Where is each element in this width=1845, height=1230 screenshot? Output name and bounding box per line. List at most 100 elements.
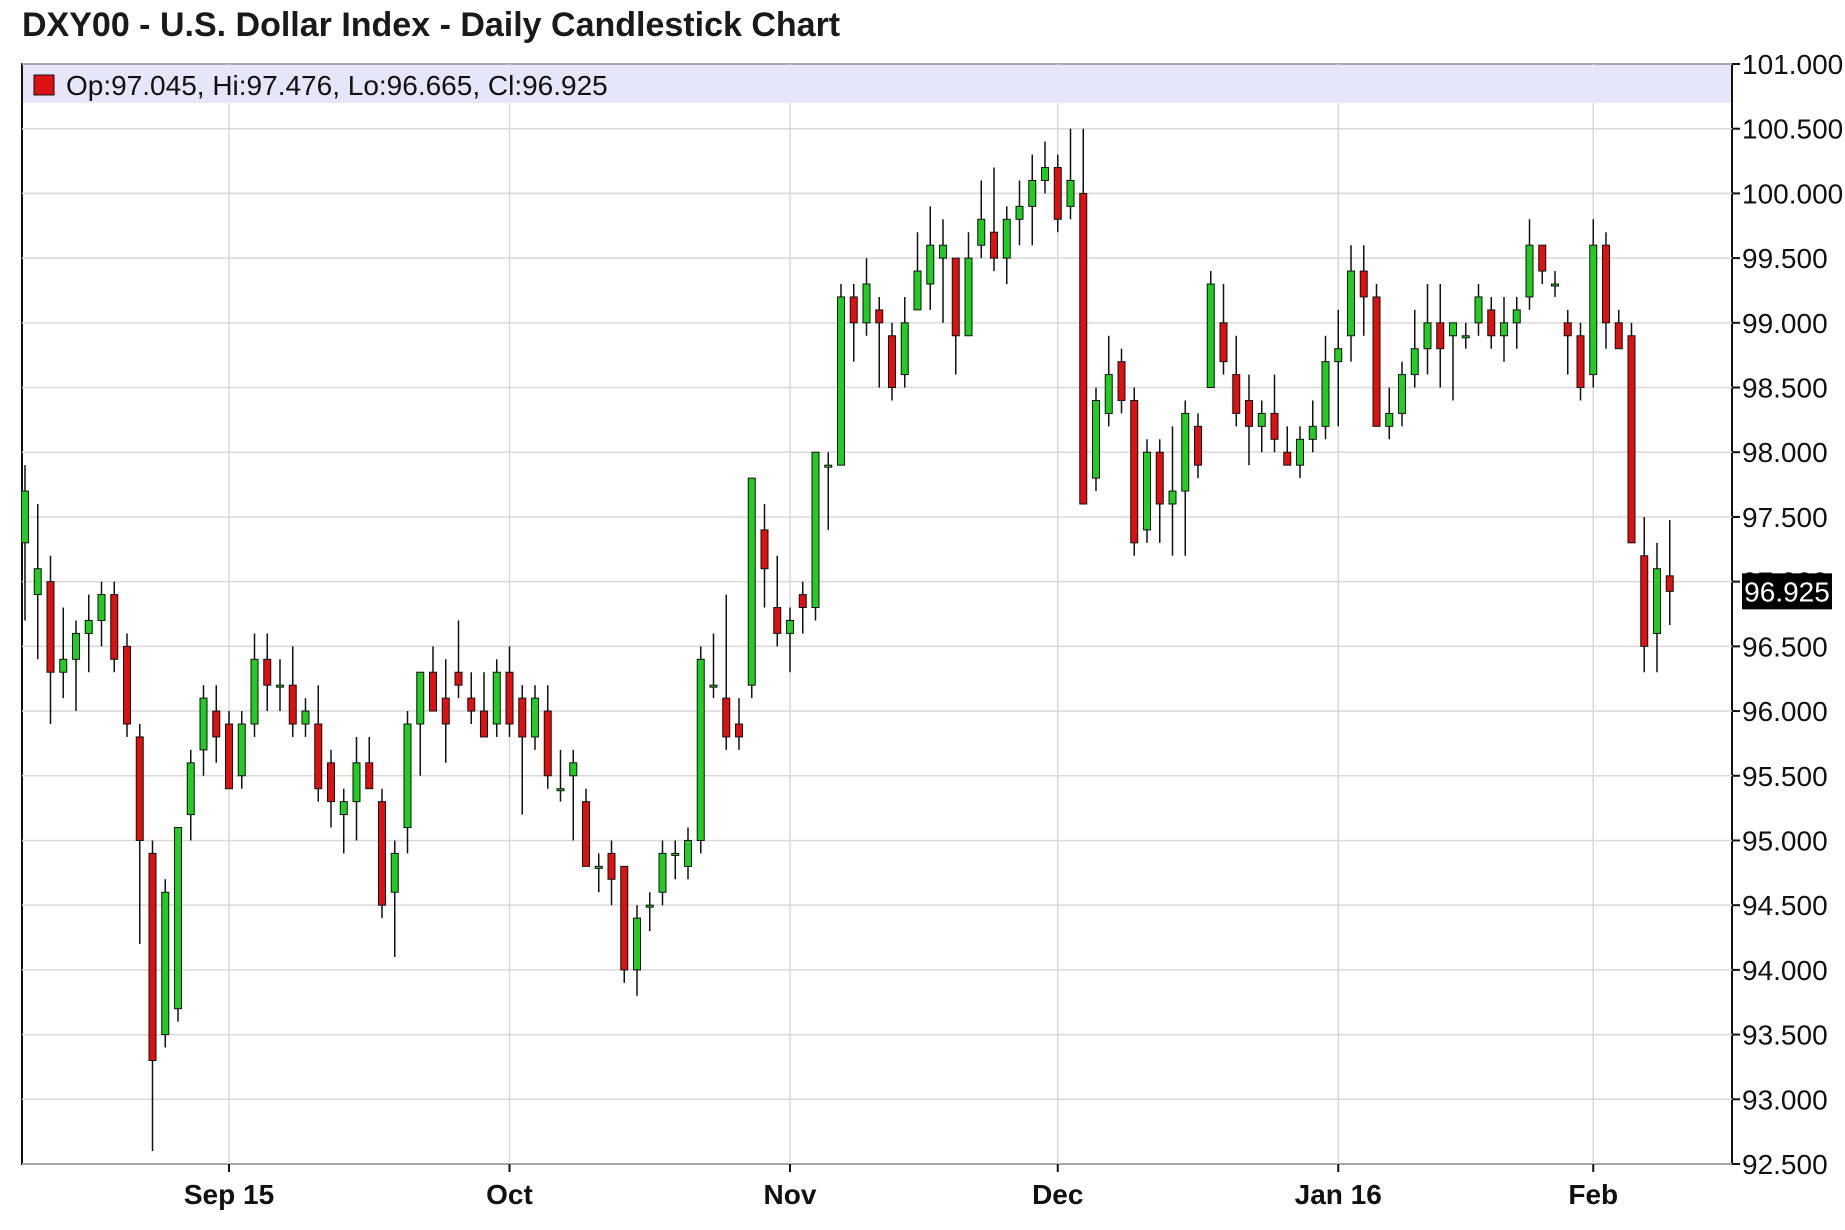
candle bbox=[977, 180, 986, 259]
candle bbox=[1257, 400, 1266, 453]
candle-body bbox=[1500, 322, 1508, 337]
candle-body bbox=[518, 697, 527, 738]
candle bbox=[1232, 335, 1241, 427]
candle bbox=[658, 840, 667, 906]
candle-body bbox=[378, 801, 386, 906]
last-price-label: 96.925 bbox=[1744, 576, 1830, 607]
candle-body bbox=[467, 697, 476, 712]
candle bbox=[21, 465, 29, 621]
ohlc-readout: Op:97.045, Hi:97.476, Lo:96.665, Cl:96.9… bbox=[66, 70, 608, 101]
candle bbox=[1474, 284, 1483, 336]
candle-body bbox=[862, 283, 871, 324]
candle bbox=[1551, 271, 1559, 297]
candle-body bbox=[964, 257, 973, 337]
candle-body bbox=[1334, 348, 1343, 363]
candle bbox=[1665, 520, 1674, 625]
candle-body bbox=[161, 891, 170, 1036]
candle-body bbox=[1194, 425, 1202, 466]
candle bbox=[1512, 296, 1521, 349]
candle bbox=[467, 672, 476, 724]
y-tick-label: 99.500 bbox=[1742, 243, 1828, 274]
candle-body bbox=[1041, 167, 1049, 181]
candle-body bbox=[645, 904, 654, 908]
candle bbox=[1563, 309, 1572, 375]
candle-body bbox=[1092, 399, 1100, 479]
y-tick-label: 99.000 bbox=[1742, 308, 1828, 339]
candle bbox=[59, 607, 68, 699]
candle bbox=[1092, 387, 1100, 492]
y-tick-label: 94.500 bbox=[1742, 890, 1828, 921]
candle bbox=[709, 633, 718, 699]
candle-body bbox=[1576, 335, 1585, 389]
candle-body bbox=[1398, 374, 1406, 414]
candle bbox=[1461, 322, 1470, 349]
candle-body bbox=[900, 322, 909, 376]
candle-body bbox=[798, 594, 807, 609]
candle bbox=[403, 711, 412, 854]
candle-body bbox=[1181, 412, 1190, 492]
candle-body bbox=[225, 723, 233, 790]
legend-swatch bbox=[33, 74, 55, 96]
candle bbox=[798, 581, 807, 634]
candle-body bbox=[696, 658, 705, 841]
candle-body bbox=[1423, 322, 1432, 350]
candle bbox=[1308, 400, 1317, 453]
candle bbox=[1576, 322, 1585, 401]
candle bbox=[824, 452, 833, 530]
candle bbox=[174, 827, 182, 1022]
candle-body bbox=[786, 619, 794, 634]
candle bbox=[1041, 141, 1049, 194]
candle-body bbox=[1640, 555, 1649, 647]
chart-title: DXY00 - U.S. Dollar Index - Daily Candle… bbox=[22, 6, 841, 44]
candle-body bbox=[1219, 322, 1228, 363]
y-tick-label: 96.000 bbox=[1742, 696, 1828, 727]
candle-body bbox=[620, 865, 629, 971]
candle-body bbox=[492, 671, 501, 725]
candle-body bbox=[811, 451, 820, 609]
candle-body bbox=[1538, 244, 1547, 272]
candle bbox=[1079, 128, 1088, 505]
y-tick-label: 98.000 bbox=[1742, 437, 1828, 468]
candle bbox=[263, 633, 272, 712]
candle bbox=[837, 284, 845, 466]
candle bbox=[1321, 335, 1330, 440]
candle-body bbox=[1461, 335, 1470, 339]
x-tick-label: Nov bbox=[764, 1179, 817, 1210]
candle-body bbox=[849, 296, 858, 324]
candle-body bbox=[1002, 218, 1011, 259]
candle bbox=[1002, 206, 1011, 284]
candle bbox=[1270, 374, 1279, 453]
candle-body bbox=[1512, 309, 1521, 324]
candle-body bbox=[773, 607, 782, 634]
candle bbox=[633, 905, 641, 996]
candle bbox=[1028, 154, 1037, 246]
candle-body bbox=[709, 684, 718, 688]
candle-body bbox=[212, 710, 221, 738]
candle bbox=[926, 206, 935, 310]
candle bbox=[237, 711, 246, 789]
candle-body bbox=[1270, 412, 1279, 440]
candle-body bbox=[1066, 179, 1075, 207]
candle-body bbox=[951, 257, 960, 337]
candle-body bbox=[186, 762, 195, 816]
candle bbox=[1283, 426, 1292, 466]
candle-body bbox=[1347, 270, 1355, 337]
candle-body bbox=[633, 917, 641, 971]
candle bbox=[1181, 400, 1190, 556]
candle-body bbox=[1079, 192, 1088, 505]
candle bbox=[1410, 309, 1419, 388]
y-tick-label: 93.000 bbox=[1742, 1084, 1828, 1115]
candle-body bbox=[33, 568, 42, 596]
candle bbox=[1334, 309, 1343, 427]
candle-body bbox=[97, 594, 106, 621]
candle-body bbox=[1015, 205, 1024, 220]
candle-body bbox=[875, 309, 884, 324]
y-tick-label: 96.500 bbox=[1742, 631, 1828, 662]
y-axis: 101.000 100.500 100.000 99.500 99.000 98.500 9… bbox=[1732, 49, 1843, 1180]
candle-body bbox=[888, 335, 896, 389]
candle-body bbox=[824, 464, 833, 468]
candle bbox=[518, 685, 527, 815]
candle bbox=[645, 892, 654, 932]
candle bbox=[225, 711, 233, 790]
